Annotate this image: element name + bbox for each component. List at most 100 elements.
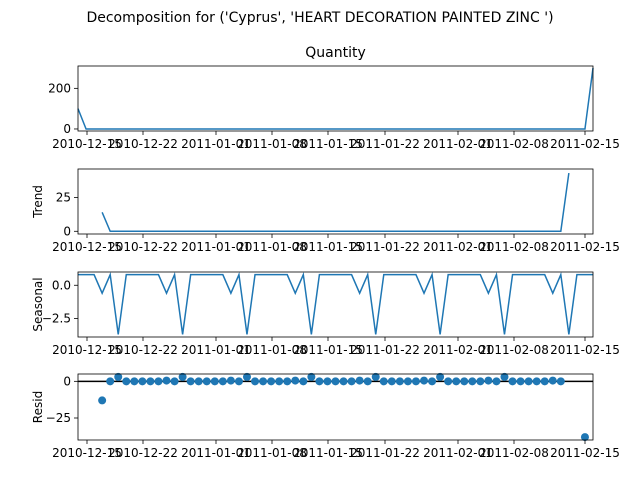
x-tick-label: 2011-02-08 [479,343,549,357]
resid-point [267,377,276,386]
x-tick-label: 2011-01-08 [237,343,307,357]
y-tick-label: 0 [63,224,71,238]
y-axis-label: Resid [31,391,45,423]
resid-point [420,376,429,385]
resid-point [532,377,541,386]
y-tick-label: 0.0 [52,278,71,292]
x-tick-label: 2010-12-22 [108,137,178,151]
resid-point [428,377,437,386]
x-tick-label: 2011-01-01 [181,240,251,254]
x-tick-label: 2011-02-15 [550,343,620,357]
resid-point [395,377,404,386]
resid-point [146,377,155,386]
resid-point [323,377,332,386]
resid-point [548,376,557,385]
x-tick-label: 2011-01-01 [181,137,251,151]
x-tick-label: 2010-12-15 [52,137,122,151]
resid-point [202,377,211,386]
resid-point [524,377,533,386]
resid-point [307,372,316,381]
resid-point [339,377,348,386]
resid-point [331,377,340,386]
x-tick-label: 2011-01-15 [293,446,363,460]
x-tick-label: 2011-02-15 [550,137,620,151]
resid-point [162,376,171,385]
resid-point [299,377,308,386]
y-tick-label: 0 [63,374,71,388]
resid-point [170,377,179,386]
y-axis-label: Trend [31,185,45,219]
resid-point [259,377,268,386]
resid-point [234,377,243,386]
x-tick-label: 2011-01-08 [237,240,307,254]
x-tick-label: 2011-01-22 [350,343,420,357]
axes-frame [77,168,594,235]
x-tick-label: 2011-02-01 [423,343,493,357]
resid-point [275,377,284,386]
resid-point [403,377,412,386]
resid-point [484,376,493,385]
series-line [77,67,594,130]
resid-point [355,376,364,385]
resid-point [210,377,219,386]
x-tick-label: 2010-12-15 [52,240,122,254]
x-tick-label: 2011-01-08 [237,446,307,460]
x-tick-label: 2011-02-15 [550,240,620,254]
x-tick-label: 2010-12-15 [52,343,122,357]
resid-point [194,377,203,386]
x-tick-label: 2011-01-01 [181,343,251,357]
resid-point [444,377,453,386]
resid-point [130,377,139,386]
x-tick-label: 2011-02-01 [423,137,493,151]
x-tick-label: 2011-01-01 [181,446,251,460]
x-tick-label: 2011-02-08 [479,137,549,151]
y-tick-label: 200 [48,81,71,95]
resid-point [411,377,420,386]
resid-point [251,377,260,386]
axes-frame [77,271,594,338]
resid-point [186,377,195,386]
x-tick-label: 2011-02-08 [479,446,549,460]
x-tick-label: 2011-01-15 [293,343,363,357]
resid-point [283,377,292,386]
resid-point [580,433,589,442]
x-tick-label: 2011-01-22 [350,240,420,254]
resid-point [122,377,131,386]
resid-point [436,372,445,381]
resid-point [242,372,251,381]
resid-point [218,377,227,386]
resid-point [98,396,107,405]
resid-point [315,377,324,386]
resid-point [492,377,501,386]
resid-point [556,377,565,386]
x-tick-label: 2011-01-15 [293,137,363,151]
resid-point [500,372,509,381]
resid-point [540,377,549,386]
y-tick-label: −25 [46,411,71,425]
axes-frame [77,65,594,132]
x-tick-label: 2010-12-22 [108,343,178,357]
resid-point [347,377,356,386]
panel-title: Quantity [305,45,366,61]
x-tick-label: 2011-02-01 [423,446,493,460]
x-tick-label: 2011-01-15 [293,240,363,254]
x-tick-label: 2011-02-08 [479,240,549,254]
resid-point [291,376,300,385]
y-tick-label: 0 [63,122,71,136]
resid-point [379,377,388,386]
axes-frame [77,373,594,441]
resid-point [387,377,396,386]
x-tick-label: 2011-01-22 [350,446,420,460]
resid-point [452,377,461,386]
series-line [78,271,593,335]
resid-point [114,372,123,381]
resid-point [460,377,469,386]
resid-point [363,377,372,386]
resid-point [226,376,235,385]
y-axis-label: Seasonal [31,277,45,331]
